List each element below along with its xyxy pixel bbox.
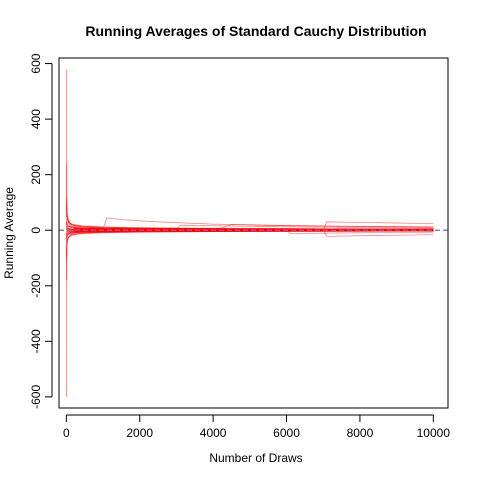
series-line-4 [66,229,434,281]
plot-box [58,57,449,409]
series-layer [66,69,434,397]
x-tick-label-8000: 8000 [347,426,374,440]
x-axis: 0 2000 4000 6000 8000 10000 [63,414,451,440]
series-line-1 [66,69,434,231]
y-tick-label-0: 0 [29,227,43,234]
series-line-15 [66,202,434,231]
series-line-25 [66,196,434,230]
x-tick-label-10000: 10000 [417,426,451,440]
chart-title: Running Averages of Standard Cauchy Dist… [85,23,426,39]
series-line-13 [66,207,434,230]
x-tick-label-2000: 2000 [126,426,153,440]
y-tick-label-600: 600 [29,53,43,73]
y-tick-label--200: -200 [29,273,43,297]
series-line-12 [66,230,434,245]
y-tick-label-200: 200 [29,164,43,184]
y-tick-label--400: -400 [29,329,43,353]
y-axis: -600 -400 -200 0 200 400 600 [29,53,53,409]
x-axis-label: Number of Draws [209,451,302,465]
x-tick-label-0: 0 [63,426,70,440]
x-tick-label-6000: 6000 [273,426,300,440]
y-tick-label--600: -600 [29,385,43,409]
series-line-16 [66,230,434,256]
series-line-2 [66,230,434,397]
y-axis-label: Running Average [2,187,16,279]
x-tick-label-4000: 4000 [200,426,227,440]
y-tick-label-400: 400 [29,109,43,129]
